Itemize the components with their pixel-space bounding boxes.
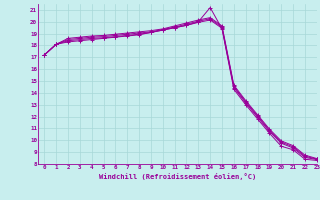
X-axis label: Windchill (Refroidissement éolien,°C): Windchill (Refroidissement éolien,°C) bbox=[99, 173, 256, 180]
